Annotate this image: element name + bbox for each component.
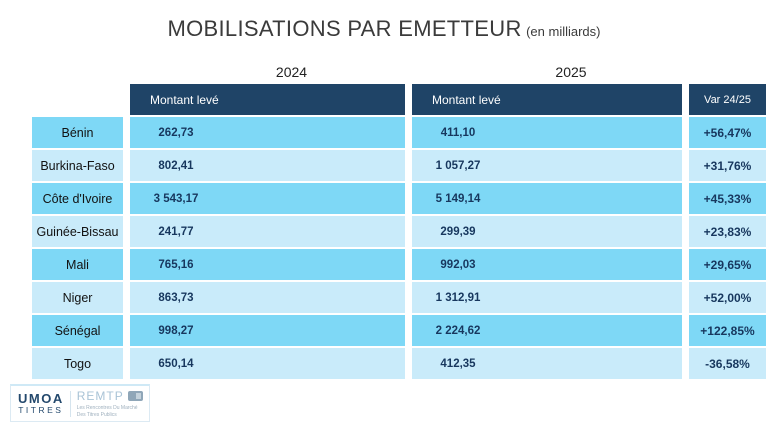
montant-2024-value: 998,27 [158,324,194,337]
montant-2025-cell: 2 224,62 [412,315,682,346]
montant-2024-cell: 863,73 [130,282,405,313]
country-cell: Burkina-Faso [32,150,123,181]
var-cell: +56,47% [689,117,766,148]
remtp-block: REMTP Les Rencontres Du Marché Des Titre… [71,389,143,419]
umoa-titres-brand: UMOA TITRES [11,392,70,415]
montant-2024-cell: 262,73 [130,117,405,148]
montant-2025-value: 299,39 [440,225,476,238]
montant-2024-value: 262,73 [158,126,194,139]
year-label-2025: 2025 [555,64,587,80]
montant-2024-value: 650,14 [158,357,194,370]
country-cell: Côte d'Ivoire [32,183,123,214]
montant-2024-value: 802,41 [158,159,194,172]
montant-2024-cell: 241,77 [130,216,405,247]
year-row-spacer [32,60,123,82]
header-spacer [32,84,123,115]
var-cell: +23,83% [689,216,766,247]
montant-2024-cell: 650,14 [130,348,405,379]
montant-2025-value: 2 224,62 [435,324,481,337]
montant-2024-value: 765,16 [158,258,194,271]
page-title: MOBILISATIONS PAR EMETTEUR (en milliards… [0,16,768,42]
brand-titres-text: TITRES [18,404,64,415]
var-cell: +29,65% [689,249,766,280]
var-cell: +52,00% [689,282,766,313]
country-cell: Bénin [32,117,123,148]
montant-2025-cell: 411,10 [412,117,682,148]
country-cell: Togo [32,348,123,379]
remtp-tagline: Les Rencontres Du Marché Des Titres Publ… [76,404,138,418]
montant-2024-cell: 3 543,17 [130,183,405,214]
montant-2025-cell: 1 057,27 [412,150,682,181]
montant-2025-cell: 5 149,14 [412,183,682,214]
montant-2025-cell: 1 312,91 [412,282,682,313]
var-cell: +31,76% [689,150,766,181]
column-header-montant-2025: Montant levé [412,84,682,115]
column-header-montant-2024: Montant levé [130,84,405,115]
remtp-text: REMTP [76,388,124,403]
remtp-booklet-icon [127,390,143,401]
var-cell: -36,58% [689,348,766,379]
logo-divider [69,390,71,417]
var-cell: +45,33% [689,183,766,214]
montant-2024-cell: 998,27 [130,315,405,346]
brand-umoa-text: UMOA [18,391,64,406]
title-unit: (en milliards) [526,24,601,39]
montant-2025-value: 1 312,91 [435,291,481,304]
country-cell: Sénégal [32,315,123,346]
montant-2025-value: 992,03 [440,258,476,271]
montant-2024-cell: 802,41 [130,150,405,181]
mobilisations-table: 2024 2025 Montant levé Montant levé Var … [32,60,766,379]
umoa-titres-remtp-logo: UMOA TITRES REMTP Les Rencontres Du Marc… [10,384,150,422]
title-text: MOBILISATIONS PAR EMETTEUR [167,16,522,41]
country-cell: Mali [32,249,123,280]
montant-2025-cell: 299,39 [412,216,682,247]
column-header-var: Var 24/25 [689,84,766,115]
montant-2024-value: 3 543,17 [153,192,199,205]
var-cell: +122,85% [689,315,766,346]
montant-2025-value: 411,10 [440,126,476,139]
montant-2025-value: 5 149,14 [435,192,481,205]
year-label-2024: 2024 [275,64,308,80]
country-cell: Niger [32,282,123,313]
montant-2025-value: 1 057,27 [435,159,481,172]
montant-2024-cell: 765,16 [130,249,405,280]
montant-2024-value: 863,73 [158,291,194,304]
montant-2024-value: 241,77 [158,225,194,238]
montant-2025-value: 412,35 [440,357,476,370]
country-cell: Guinée-Bissau [32,216,123,247]
montant-2025-cell: 992,03 [412,249,682,280]
montant-2025-cell: 412,35 [412,348,682,379]
